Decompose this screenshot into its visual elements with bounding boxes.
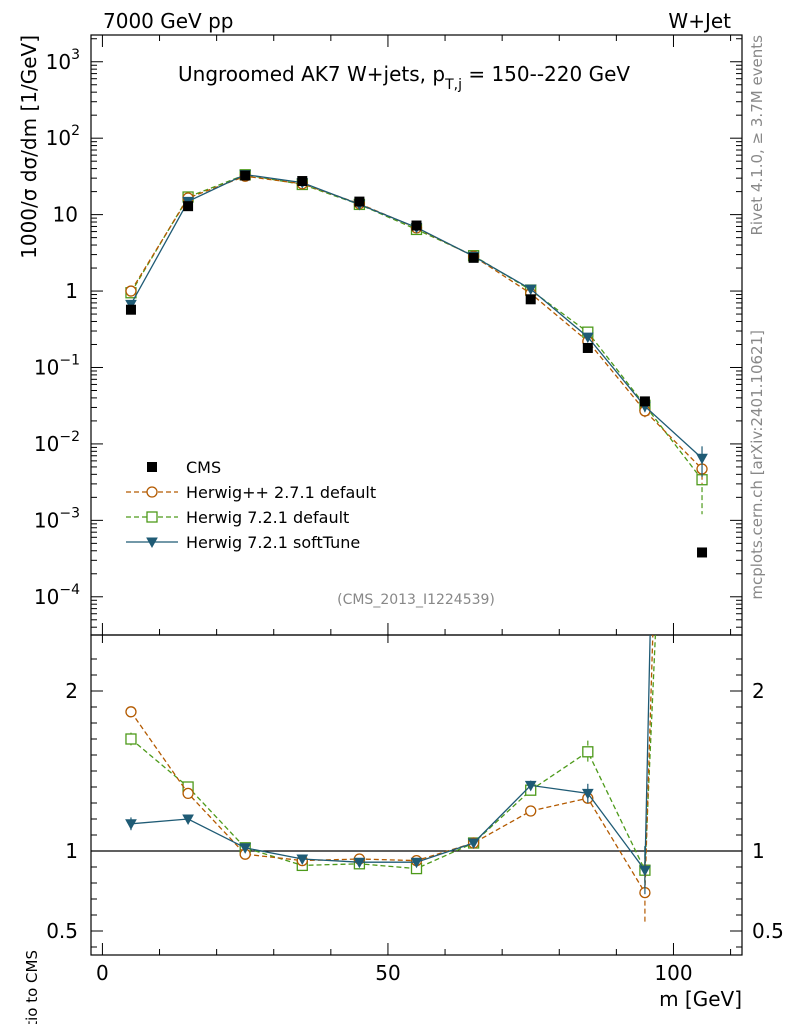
legend-entry: Herwig++ 2.7.1 default	[126, 483, 376, 502]
legend-label: Herwig 7.2.1 softTune	[186, 533, 360, 552]
cms-data-point	[582, 342, 593, 353]
series-marker-ratio	[467, 838, 480, 850]
series-marker-main	[524, 284, 537, 296]
plot-title: Ungroomed AK7 W+jets, pT,j = 150--220 Ge…	[178, 62, 630, 93]
x-tick-label: 0	[96, 961, 109, 985]
mcplots-label: mcplots.cern.ch [arXiv:2401.10621]	[748, 330, 766, 600]
cms-data-point	[697, 547, 708, 558]
series-marker-ratio	[182, 787, 194, 800]
series-marker-ratio	[239, 843, 252, 854]
legend: CMS Herwig++ 2.7.1 default Herwig 7.2.1 de…	[126, 458, 376, 552]
ratio-tick-label-right: 2	[752, 679, 765, 703]
cms-data-point	[354, 196, 365, 207]
legend-entry: Herwig 7.2.1 softTune	[126, 533, 360, 552]
series-line-main	[130, 173, 703, 459]
y-tick-label: 103	[46, 47, 80, 74]
cms-data-point	[240, 170, 251, 181]
series-marker-ratio	[524, 780, 537, 792]
series-marker-ratio	[182, 814, 194, 826]
cms-data-point	[125, 304, 136, 315]
ratio-tick-label-right: 0.5	[752, 919, 784, 943]
main-plot-area	[125, 169, 708, 558]
series-marker-ratio	[125, 733, 137, 745]
series-line-ratio	[130, 635, 651, 873]
cms-data-point	[297, 176, 308, 187]
series-marker-ratio	[296, 854, 309, 866]
series-marker-ratio	[125, 706, 137, 718]
ratio-tick-label-left: 2	[65, 679, 78, 703]
legend-marker	[147, 462, 157, 472]
series-line-ratio	[130, 635, 654, 895]
legend-label: Herwig++ 2.7.1 default	[186, 483, 376, 502]
y-axis-title-ratio: Ratio to CMS	[23, 950, 41, 1024]
ratio-plot-frame	[90, 634, 743, 956]
rivet-version-label: Rivet 4.1.0, ≥ 3.7M events	[748, 35, 766, 236]
x-axis-title: m [GeV]	[659, 987, 742, 1011]
series-marker-ratio	[582, 746, 594, 758]
analysis-id: (CMS_2013_I1224539)	[337, 592, 495, 608]
series-marker-ratio	[639, 865, 651, 877]
y-tick-label: 10−2	[34, 429, 80, 456]
series-marker-main	[581, 332, 594, 344]
y-tick-label: 10	[53, 203, 78, 227]
header-left: 7000 GeV pp	[103, 9, 234, 33]
series-line-main	[130, 175, 703, 470]
series-marker-ratio	[125, 819, 137, 830]
series-marker-ratio	[353, 857, 366, 869]
y-tick-label: 10−4	[34, 582, 80, 609]
ratio-tick-label-left: 1	[65, 839, 78, 863]
y-tick-label: 10−1	[34, 352, 80, 379]
x-tick-label: 100	[654, 961, 692, 985]
cms-data-point	[525, 294, 536, 305]
ratio-tick-label-left: 0.5	[46, 919, 78, 943]
header-right: W+Jet	[668, 9, 731, 33]
series-marker-main	[696, 453, 708, 465]
y-axis-title-main: 1000/σ dσ/dm [1/GeV]	[17, 35, 41, 259]
legend-marker	[146, 537, 158, 549]
legend-marker	[146, 486, 158, 498]
y-tick-label: 1	[65, 279, 78, 303]
cms-data-point	[639, 396, 650, 407]
legend-entry: CMS	[147, 458, 221, 477]
series-line-ratio	[130, 635, 657, 871]
ratio-plot-area	[91, 635, 742, 925]
series-marker-main	[125, 285, 137, 297]
legend-entry: Herwig 7.2.1 default	[126, 508, 349, 527]
y-tick-label: 10−3	[34, 505, 80, 532]
legend-marker	[146, 511, 158, 523]
x-tick-label: 50	[375, 961, 400, 985]
series-marker-ratio	[525, 805, 537, 817]
cms-data-point	[411, 220, 422, 231]
cms-data-point	[468, 252, 479, 263]
series-marker-ratio	[581, 788, 594, 800]
cms-data-point	[183, 201, 194, 212]
ratio-tick-label-right: 1	[752, 839, 765, 863]
legend-label: Herwig 7.2.1 default	[186, 508, 349, 527]
legend-label: CMS	[186, 458, 221, 477]
series-marker-ratio	[410, 857, 423, 869]
y-tick-label: 102	[46, 123, 80, 150]
